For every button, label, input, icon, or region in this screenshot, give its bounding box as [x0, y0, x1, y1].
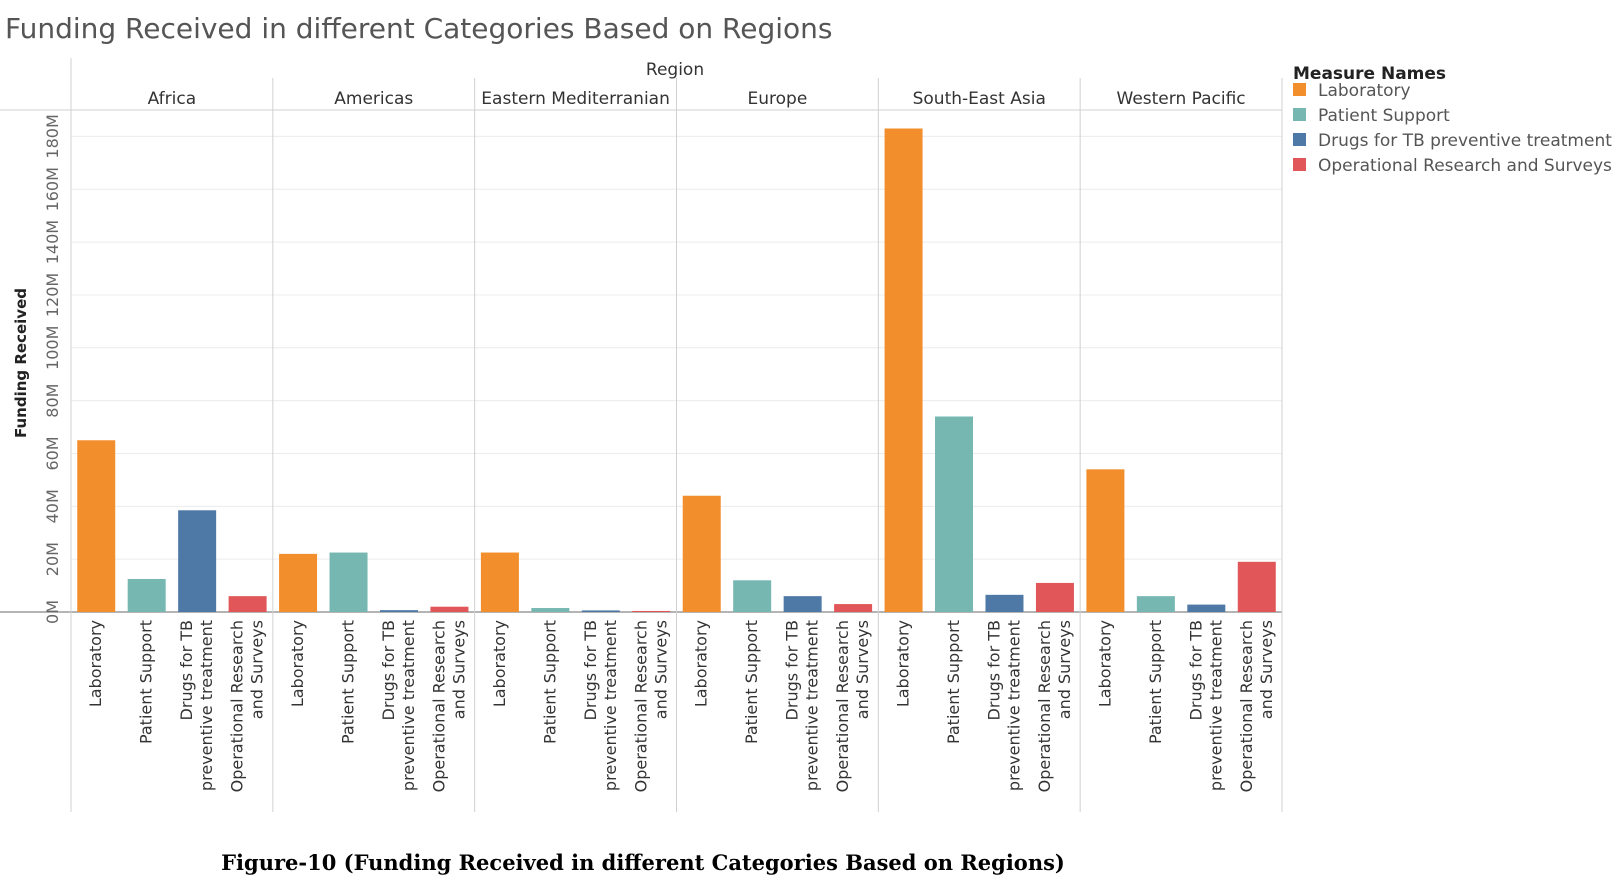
legend-swatch: [1293, 83, 1306, 96]
bar-operational-research-and-surveys: [1035, 582, 1074, 612]
bar-drugs-for-tb-preventive-treatment: [985, 594, 1024, 612]
category-label: preventive treatment: [399, 620, 418, 791]
category-label: Operational Research: [1237, 620, 1256, 792]
y-tick-label: 0M: [43, 600, 62, 624]
region-header: Eastern Mediterranian: [481, 89, 670, 109]
region-header: South-East Asia: [913, 89, 1046, 109]
category-label: Patient Support: [1146, 620, 1165, 744]
category-label: Operational Research: [833, 620, 852, 792]
y-tick-label: 60M: [43, 436, 62, 470]
y-tick-label: 80M: [43, 384, 62, 418]
category-label: Laboratory: [692, 620, 711, 707]
category-label: Drugs for TB: [984, 620, 1003, 720]
bar-drugs-for-tb-preventive-treatment: [581, 610, 620, 612]
chart-title: Funding Received in different Categories…: [5, 12, 832, 45]
category-label: Operational Research: [429, 620, 448, 792]
bar-drugs-for-tb-preventive-treatment: [379, 610, 418, 612]
y-tick-label: 20M: [43, 542, 62, 576]
region-header: Western Pacific: [1117, 89, 1246, 109]
category-label: Patient Support: [137, 620, 156, 744]
category-labels: Laboratory Patient Support Drugs for TB pre…: [86, 620, 1276, 792]
legend-entry: Drugs for TB preventive treatment: [1318, 131, 1612, 151]
category-label: and Surveys: [1257, 620, 1276, 719]
category-label: and Surveys: [651, 620, 670, 719]
bar-patient-support: [329, 552, 368, 612]
bar-patient-support: [531, 608, 570, 612]
category-label: Laboratory: [1095, 620, 1114, 707]
region-header: Africa: [148, 89, 197, 109]
region-header: Europe: [748, 89, 808, 109]
y-tick-label: 140M: [43, 220, 62, 264]
category-label: preventive treatment: [1004, 620, 1023, 791]
category-label: Laboratory: [86, 620, 105, 707]
legend-swatch: [1293, 133, 1306, 146]
legend-entry: Operational Research and Surveys: [1318, 156, 1612, 176]
bar-patient-support: [935, 416, 974, 612]
category-label: Operational Research: [228, 620, 247, 792]
category-label: preventive treatment: [197, 620, 216, 791]
bars: [77, 128, 1276, 612]
y-tick-label: 40M: [43, 489, 62, 523]
bar-drugs-for-tb-preventive-treatment: [1187, 604, 1226, 612]
category-label: Laboratory: [288, 620, 307, 707]
legend-entry: Laboratory: [1318, 81, 1411, 101]
bar-laboratory: [682, 495, 721, 612]
bar-laboratory: [480, 552, 519, 612]
category-label: preventive treatment: [601, 620, 620, 791]
bar-laboratory: [1086, 469, 1125, 612]
y-tick-label: 160M: [43, 167, 62, 211]
legend-title: Measure Names: [1293, 64, 1446, 84]
y-tick-label: 120M: [43, 273, 62, 317]
category-label: Operational Research: [631, 620, 650, 792]
category-label: and Surveys: [853, 620, 872, 719]
region-header: Americas: [334, 89, 413, 109]
category-label: Drugs for TB: [379, 620, 398, 720]
bar-operational-research-and-surveys: [632, 610, 671, 612]
region-column-header: Region: [646, 60, 704, 80]
category-label: Drugs for TB: [1186, 620, 1205, 720]
category-label: and Surveys: [248, 620, 267, 719]
category-label: Laboratory: [490, 620, 509, 707]
bar-patient-support: [733, 580, 772, 612]
legend-entry: Patient Support: [1318, 106, 1450, 126]
bar-drugs-for-tb-preventive-treatment: [178, 510, 217, 612]
category-label: Laboratory: [894, 620, 913, 707]
category-label: Drugs for TB: [581, 620, 600, 720]
y-tick-label: 180M: [43, 114, 62, 158]
bar-operational-research-and-surveys: [430, 606, 469, 612]
category-label: Patient Support: [944, 620, 963, 744]
category-label: and Surveys: [1055, 620, 1074, 719]
bar-drugs-for-tb-preventive-treatment: [783, 596, 822, 612]
region-headers: Africa Americas Eastern Mediterranian Europ…: [148, 89, 1246, 109]
bar-operational-research-and-surveys: [834, 604, 873, 612]
bar-laboratory: [279, 553, 318, 612]
legend-swatch: [1293, 108, 1306, 121]
bar-operational-research-and-surveys: [1237, 561, 1276, 612]
bar-patient-support: [1136, 596, 1175, 612]
category-label: Patient Support: [339, 620, 358, 744]
y-tick-label: 100M: [43, 326, 62, 370]
bar-operational-research-and-surveys: [228, 596, 267, 612]
y-axis-ticks: 0M 20M 40M 60M 80M 100M 120M 140M 160M 180M: [43, 114, 62, 624]
category-label: Drugs for TB: [177, 620, 196, 720]
bar-laboratory: [77, 440, 116, 612]
category-label: Patient Support: [540, 620, 559, 744]
category-label: preventive treatment: [803, 620, 822, 791]
category-label: Drugs for TB: [783, 620, 802, 720]
category-label: and Surveys: [449, 620, 468, 719]
category-label: Patient Support: [742, 620, 761, 744]
legend-swatch: [1293, 158, 1306, 171]
bar-patient-support: [127, 578, 166, 612]
category-label: Operational Research: [1035, 620, 1054, 792]
legend: Measure Names Laboratory Patient Support D…: [1293, 64, 1612, 176]
bar-laboratory: [884, 128, 923, 612]
category-label: preventive treatment: [1206, 620, 1225, 791]
y-axis-label: Funding Received: [12, 288, 30, 438]
figure-caption: Figure-10 (Funding Received in different…: [221, 850, 1065, 875]
